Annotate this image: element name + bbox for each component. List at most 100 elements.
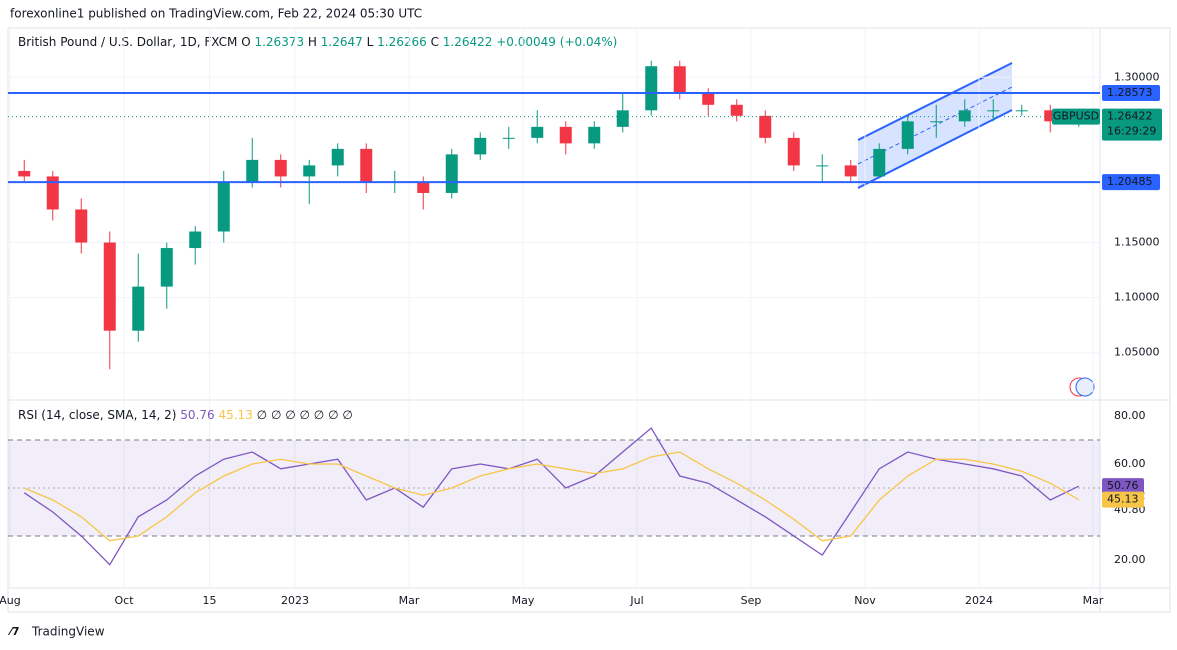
candle-body (588, 126, 601, 144)
value-badge-label: 50.76 (1107, 479, 1139, 492)
candle-body (246, 159, 259, 182)
legend-part: ∅ (300, 408, 310, 422)
x-tick-label: Nov (854, 594, 876, 607)
legend-part: ∅ (257, 408, 267, 422)
legend-part: ∅ (271, 408, 281, 422)
value-badge (1102, 491, 1144, 508)
x-tick-label: 2023 (281, 594, 309, 607)
x-tick-label: 2024 (965, 594, 993, 607)
level-badge (1102, 84, 1160, 101)
candle-body (103, 242, 116, 331)
candle-body (132, 286, 145, 331)
level-badge (1102, 174, 1160, 191)
candle-body (958, 110, 971, 122)
rsi-line (23, 427, 1080, 566)
legend-part: ∅ (328, 408, 338, 422)
legend: British Pound / U.S. Dollar, 1D, FXCM O … (18, 35, 617, 49)
legend-part: +0.00049 (496, 35, 556, 49)
legend-part: H (308, 35, 317, 49)
channel-top (857, 62, 1013, 141)
price-badge (1102, 108, 1162, 141)
legend-part: RSI (14, close, SMA, 14, 2) (18, 408, 176, 422)
countdown: 16:29:29 (1107, 125, 1156, 138)
legend-part: British Pound / U.S. Dollar, 1D, FXCM (18, 35, 237, 49)
candle-body (274, 159, 287, 177)
x-tick-label: Oct (114, 594, 134, 607)
candle-body (46, 176, 59, 210)
candle-body (901, 121, 914, 149)
candle-body (1015, 110, 1028, 112)
x-tick-label: Sep (741, 594, 762, 607)
y-tick-label: 1.05000 (1114, 346, 1160, 359)
y-tick-label: 80.00 (1114, 409, 1146, 422)
candle-body (531, 126, 544, 138)
y-tick-label: 60.00 (1114, 457, 1146, 470)
candle-body (645, 66, 658, 111)
candle-body (189, 231, 202, 249)
legend-part: (+0.04%) (560, 35, 618, 49)
candle-body (474, 137, 487, 155)
candle-body (217, 181, 230, 232)
candle-body (673, 66, 686, 94)
value-badge (1102, 478, 1144, 495)
price-label: 1.26422 (1107, 110, 1153, 123)
x-tick-label: May (512, 594, 535, 607)
x-tick-label: 15 (203, 594, 217, 607)
legend-part: ∅ (342, 408, 352, 422)
frame (7, 27, 1171, 613)
candle-body (360, 148, 373, 182)
legend-part: 1.26422 (443, 35, 493, 49)
candle-body (1044, 110, 1057, 122)
flag-icon[interactable] (1075, 377, 1095, 397)
logo-mark: ⁄7 (7, 625, 20, 638)
candle-body (759, 115, 772, 138)
footer-brand: TradingView (31, 625, 105, 639)
rsi-line (23, 451, 1080, 542)
candle-body (730, 104, 743, 116)
legend-part: ∅ (314, 408, 324, 422)
legend-part: 45.13 (218, 408, 252, 422)
candle-body (303, 165, 316, 177)
legend-part: 1.2647 (321, 35, 363, 49)
value-badge-label: 45.13 (1107, 493, 1139, 506)
candle-body (816, 165, 829, 167)
candle-body (844, 165, 857, 177)
x-tick-label: Jul (629, 594, 643, 607)
symbol-badge (1052, 108, 1100, 125)
legend-part: L (367, 35, 374, 49)
x-tick-label: Mar (1083, 594, 1104, 607)
candle-body (502, 137, 515, 139)
legend-part: ∅ (285, 408, 295, 422)
candle-body (787, 137, 800, 166)
candle-body (160, 248, 173, 287)
candle-body (331, 148, 344, 166)
y-tick-label: 1.10000 (1114, 291, 1160, 304)
y-tick-label: 20.00 (1114, 553, 1146, 566)
candle-body (930, 121, 943, 123)
candle-body (873, 148, 886, 177)
y-tick-label: 1.30000 (1114, 70, 1160, 83)
x-tick-label: Aug (0, 594, 21, 607)
candle-body (18, 170, 31, 177)
publisher: forexonline1 published on TradingView.co… (10, 7, 422, 21)
legend-part: 1.26266 (377, 35, 427, 49)
candle-body (559, 126, 572, 144)
candle-body (616, 110, 629, 127)
candle-body (987, 110, 1000, 112)
legend-part: O (241, 35, 250, 49)
y-tick-label: 1.15000 (1114, 236, 1160, 249)
candle-body (417, 181, 430, 193)
legend-part: 1.26373 (254, 35, 304, 49)
legend-part: 50.76 (180, 408, 214, 422)
x-tick-label: Mar (399, 594, 420, 607)
legend: RSI (14, close, SMA, 14, 2) 50.76 45.13 … (18, 408, 353, 422)
candle-body (445, 154, 458, 193)
candle-body (702, 93, 715, 105)
level-label: 1.20485 (1107, 175, 1153, 188)
symbol-label: GBPUSD (1053, 110, 1099, 123)
candle-body (75, 209, 88, 243)
legend-part: C (431, 35, 439, 49)
level-label: 1.28573 (1107, 86, 1153, 99)
